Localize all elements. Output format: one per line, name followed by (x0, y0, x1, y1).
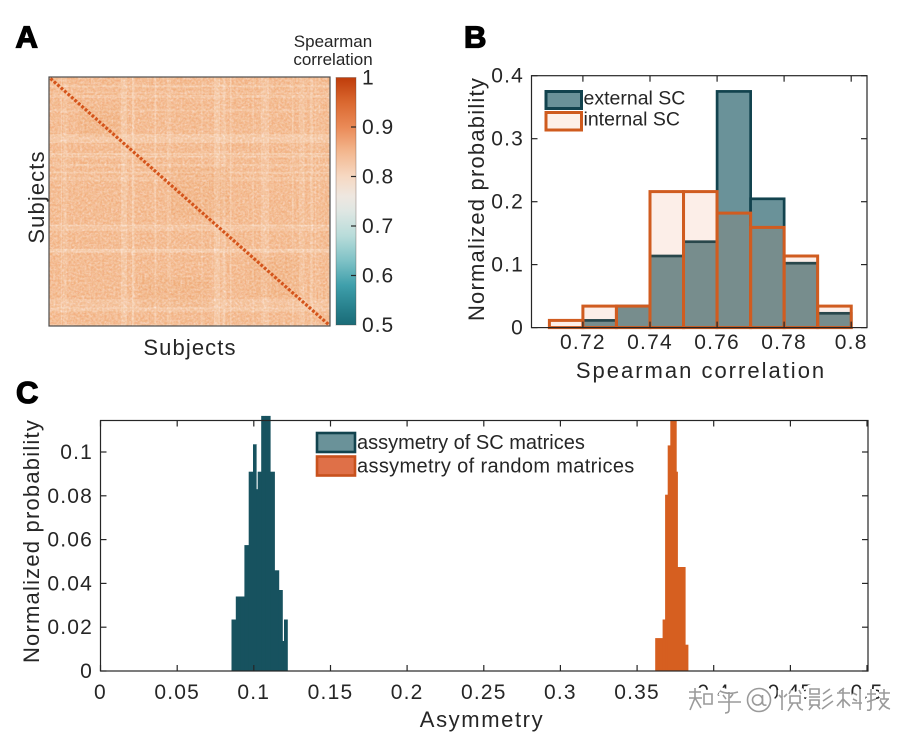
svg-text:C: C (16, 375, 38, 410)
svg-text:Spearman correlation: Spearman correlation (576, 358, 826, 383)
svg-text:0: 0 (94, 681, 107, 704)
svg-text:0.9: 0.9 (362, 116, 394, 139)
svg-text:Normalized probability: Normalized probability (19, 419, 44, 663)
svg-text:0.25: 0.25 (461, 681, 507, 704)
svg-text:0.7: 0.7 (362, 215, 394, 238)
svg-text:0.78: 0.78 (761, 331, 807, 354)
svg-text:external SC: external SC (584, 88, 686, 110)
svg-text:0.8: 0.8 (835, 331, 868, 354)
svg-text:0.05: 0.05 (154, 681, 200, 704)
svg-text:1: 1 (362, 67, 375, 90)
svg-text:0.35: 0.35 (614, 681, 660, 704)
svg-text:internal SC: internal SC (584, 109, 680, 131)
svg-text:0.2: 0.2 (391, 681, 424, 704)
svg-text:0.1: 0.1 (60, 441, 93, 464)
svg-text:assymetry of random matrices: assymetry of random matrices (357, 456, 635, 478)
svg-text:0.04: 0.04 (47, 572, 93, 595)
svg-text:Normalized probability: Normalized probability (464, 77, 489, 321)
svg-text:0.1: 0.1 (491, 254, 524, 277)
svg-text:0.2: 0.2 (491, 191, 524, 214)
svg-text:Subjects: Subjects (24, 150, 49, 243)
svg-text:0.15: 0.15 (308, 681, 354, 704)
svg-text:0.02: 0.02 (47, 616, 93, 639)
svg-text:B: B (464, 20, 486, 55)
svg-text:0.08: 0.08 (47, 485, 93, 508)
svg-text:Spearman: Spearman (294, 32, 372, 51)
svg-text:0.74: 0.74 (627, 331, 673, 354)
svg-text:0.3: 0.3 (544, 681, 577, 704)
svg-text:assymetry of SC matrices: assymetry of SC matrices (357, 432, 585, 454)
svg-text:Subjects: Subjects (143, 335, 236, 360)
svg-text:0: 0 (511, 317, 524, 340)
svg-text:0.6: 0.6 (362, 265, 394, 288)
svg-text:A: A (16, 20, 38, 55)
svg-text:correlation: correlation (293, 50, 372, 69)
svg-text:0.5: 0.5 (362, 314, 394, 337)
svg-text:0.1: 0.1 (237, 681, 270, 704)
svg-text:0.3: 0.3 (491, 128, 524, 151)
svg-text:0.76: 0.76 (694, 331, 740, 354)
svg-text:0.8: 0.8 (362, 166, 394, 189)
svg-text:0.06: 0.06 (47, 529, 93, 552)
svg-text:0: 0 (80, 660, 93, 683)
svg-text:Asymmetry: Asymmetry (420, 707, 544, 732)
svg-text:0.72: 0.72 (560, 331, 606, 354)
svg-text:0.4: 0.4 (491, 65, 524, 88)
